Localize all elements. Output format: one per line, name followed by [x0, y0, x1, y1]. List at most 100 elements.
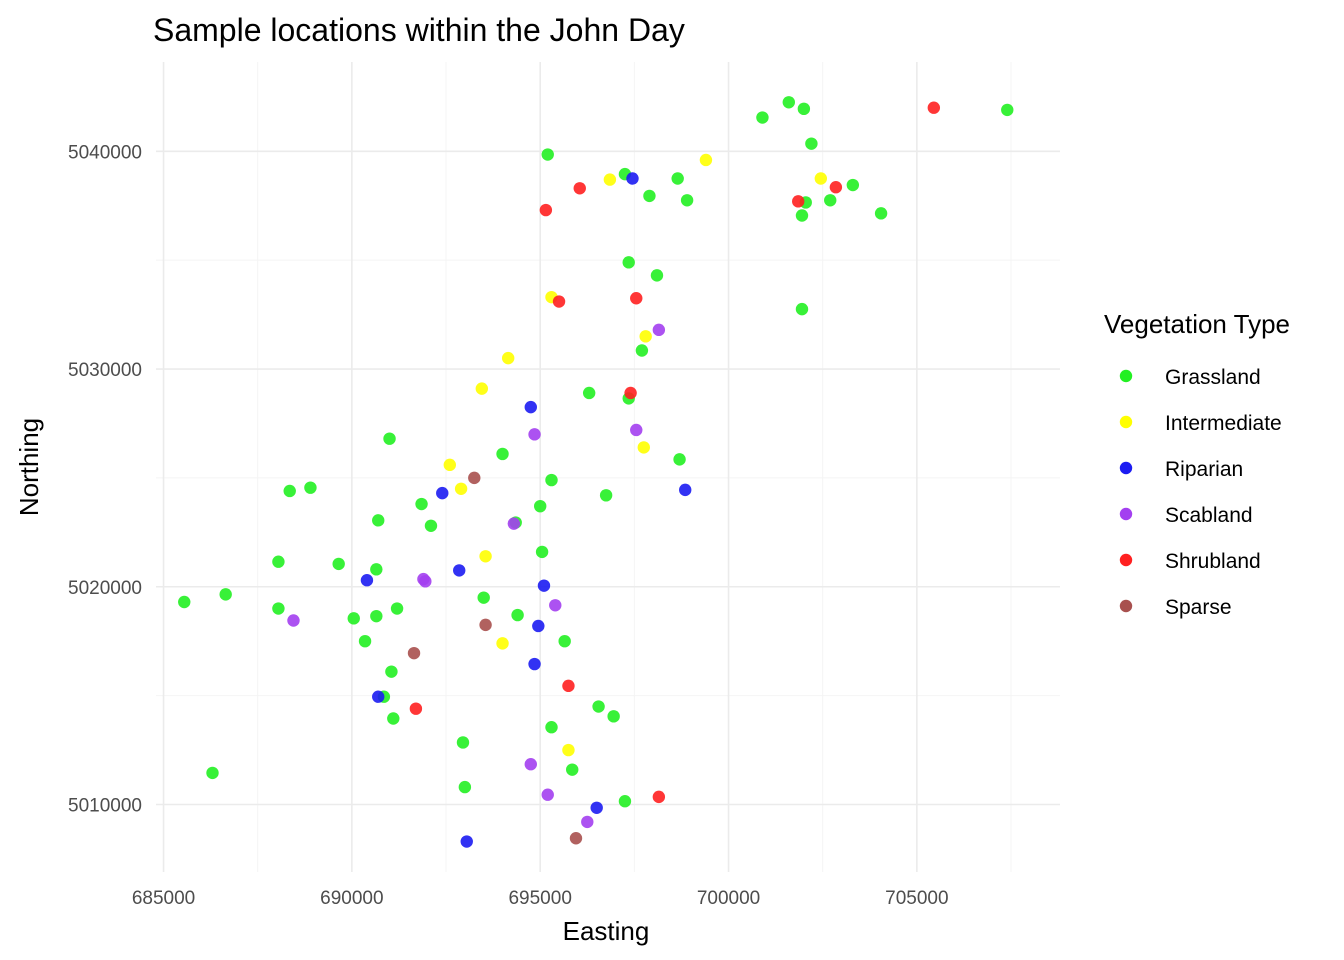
data-point: [507, 517, 521, 530]
data-point: [496, 637, 509, 650]
legend-item: Sparse: [1119, 596, 1232, 619]
legend-key: [1119, 553, 1133, 567]
data-point: [603, 173, 617, 186]
data-point: [360, 574, 374, 587]
x-axis-title: Easting: [563, 916, 650, 946]
data-point: [501, 351, 515, 365]
data-point: [178, 595, 191, 609]
data-point: [673, 453, 686, 466]
data-point: [795, 302, 809, 316]
x-axis-ticks: 685000 690000 695000 700000 705000: [132, 888, 949, 909]
legend-label: Riparian: [1165, 458, 1243, 481]
y-tick-label: 5040000: [68, 142, 142, 163]
y-axis-ticks: 5010000 5020000 5030000 5040000: [68, 142, 142, 816]
data-point: [479, 618, 492, 632]
data-point: [539, 203, 553, 217]
data-point: [624, 386, 637, 400]
data-point: [797, 102, 811, 116]
data-point: [415, 497, 428, 511]
data-point: [347, 612, 360, 625]
legend-title: Vegetation Type: [1104, 309, 1290, 339]
data-point: [650, 269, 664, 282]
y-tick-label: 5010000: [68, 796, 142, 817]
data-point: [304, 481, 317, 494]
data-point: [419, 575, 432, 588]
data-point: [390, 602, 404, 615]
data-point: [643, 189, 656, 203]
data-point: [805, 137, 818, 150]
legend-label: Intermediate: [1165, 412, 1282, 435]
legend-label: Shrubland: [1165, 550, 1261, 573]
data-point: [453, 564, 466, 577]
data-point: [618, 795, 632, 808]
legend-key: [1119, 599, 1133, 613]
data-point: [287, 614, 300, 627]
data-point: [443, 458, 456, 472]
data-point: [630, 423, 643, 437]
data-point: [637, 441, 650, 454]
y-axis-title: Northing: [14, 418, 44, 516]
data-point: [385, 665, 398, 678]
data-point: [652, 790, 666, 804]
data-point: [874, 207, 888, 220]
data-point: [630, 292, 643, 305]
data-point: [272, 555, 285, 568]
legend-item: Intermediate: [1119, 412, 1282, 435]
data-point: [927, 101, 941, 114]
x-tick-label: 685000: [132, 888, 195, 909]
data-point: [581, 815, 594, 829]
legend-key: [1119, 369, 1133, 383]
data-point: [456, 736, 470, 749]
data-point: [814, 172, 828, 185]
data-point: [477, 591, 490, 604]
legend-item: Scabland: [1119, 504, 1253, 527]
data-point: [573, 182, 586, 195]
data-point: [671, 172, 684, 185]
data-point: [582, 386, 596, 400]
x-tick-label: 700000: [697, 888, 760, 909]
data-point: [272, 602, 285, 615]
data-point: [552, 295, 566, 308]
data-point: [370, 563, 383, 576]
data-point: [846, 178, 860, 192]
data-point: [680, 194, 694, 207]
data-point: [454, 482, 468, 495]
data-point: [652, 323, 666, 337]
series-grassland: [178, 96, 1014, 808]
data-point: [436, 486, 449, 500]
x-tick-label: 695000: [508, 888, 571, 909]
data-point: [562, 743, 575, 757]
series-sparse: [407, 471, 583, 845]
data-point: [1001, 103, 1014, 117]
data-point: [545, 721, 558, 734]
y-tick-label: 5030000: [68, 360, 142, 381]
legend-label: Scabland: [1165, 504, 1253, 527]
grid: [156, 62, 1060, 872]
data-point: [599, 489, 613, 502]
legend-item: Grassland: [1119, 366, 1261, 389]
data-point: [792, 195, 805, 208]
data-point: [562, 679, 575, 693]
data-point: [639, 330, 652, 343]
data-point: [219, 588, 232, 601]
data-point: [566, 763, 579, 776]
data-point: [622, 256, 635, 269]
chart-title: Sample locations within the John Day: [153, 12, 685, 48]
data-point: [699, 153, 713, 167]
data-point: [558, 634, 571, 648]
data-point: [409, 702, 423, 715]
data-point: [475, 382, 489, 395]
data-point: [358, 634, 372, 648]
data-point: [590, 801, 603, 814]
data-point: [332, 557, 345, 571]
series-riparian: [360, 172, 692, 848]
data-point: [824, 194, 837, 207]
legend-label: Grassland: [1165, 366, 1261, 389]
data-point: [626, 172, 639, 185]
data-point: [468, 471, 481, 485]
data-point: [496, 447, 509, 461]
data-point: [460, 835, 473, 848]
data-point: [372, 514, 385, 527]
data-points: [178, 96, 1014, 848]
